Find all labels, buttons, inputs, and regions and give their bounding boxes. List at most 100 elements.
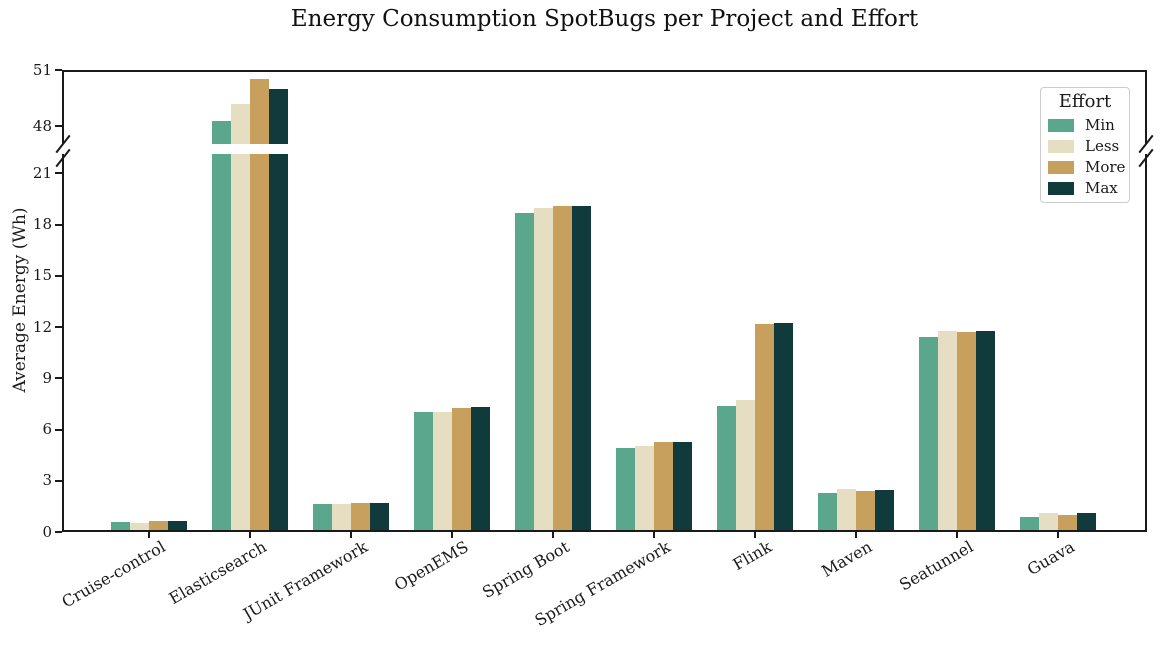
x-tick-mark: [249, 532, 251, 538]
bar: [471, 407, 491, 532]
x-tick-label: Flink: [729, 537, 775, 575]
bar: [937, 331, 957, 532]
y-tick-mark: [55, 531, 62, 533]
bar: [817, 492, 837, 532]
bar: [312, 503, 332, 532]
x-tick-label: Guava: [1023, 537, 1078, 580]
legend-entry: More: [1041, 160, 1129, 175]
right-spine-lower: [1145, 154, 1147, 532]
x-tick-mark: [956, 532, 958, 538]
bar: [168, 521, 188, 532]
left-spine-lower: [62, 154, 64, 532]
legend: Effort Min Less More Max: [1040, 87, 1130, 203]
bar: [250, 154, 270, 532]
left-spine-upper: [62, 70, 64, 144]
bar: [149, 521, 169, 532]
x-tick-mark: [350, 532, 352, 538]
top-spine: [62, 70, 1147, 72]
y-tick-mark: [55, 274, 62, 277]
y-tick-mark: [55, 172, 62, 175]
y-tick-mark: [55, 69, 62, 71]
bar: [875, 490, 895, 532]
bar: [553, 205, 573, 532]
y-tick-label: 21: [32, 163, 52, 182]
legend-label: Max: [1085, 179, 1118, 197]
y-axis-label: Average Energy (Wh): [10, 207, 30, 393]
legend-swatch-icon: [1048, 119, 1074, 132]
y-tick-label: 0: [42, 522, 52, 541]
bar: [129, 523, 149, 532]
bar: [918, 337, 938, 532]
x-tick-label: OpenEMS: [390, 537, 472, 595]
x-tick-label: Cruise-control: [58, 537, 169, 612]
bar: [269, 88, 289, 144]
bar: [1077, 513, 1097, 532]
chart-title: Energy Consumption SpotBugs per Project …: [290, 6, 919, 32]
bar: [673, 442, 693, 532]
bar: [1019, 516, 1039, 532]
y-tick-mark: [55, 377, 62, 380]
y-tick-label: 12: [32, 317, 52, 336]
x-tick-mark: [451, 532, 453, 538]
x-tick-mark: [653, 532, 655, 538]
y-tick-label: 18: [32, 215, 52, 234]
y-tick-label: 48: [32, 116, 52, 135]
right-spine-upper: [1145, 70, 1147, 144]
x-tick-label: Spring Boot: [478, 537, 573, 602]
legend-swatch-icon: [1048, 140, 1074, 153]
bar: [413, 412, 433, 532]
bar: [735, 399, 755, 532]
bar: [533, 208, 553, 532]
legend-label: More: [1085, 158, 1126, 176]
x-tick-label: Seatunnel: [896, 537, 977, 595]
bar: [716, 406, 736, 532]
bar: [432, 411, 452, 532]
plot-area-upper: [62, 70, 1147, 144]
bar: [110, 521, 130, 532]
x-tick-mark: [148, 532, 150, 538]
y-tick-mark: [55, 223, 62, 226]
x-tick-mark: [855, 532, 857, 538]
y-tick-label: 15: [32, 266, 52, 285]
legend-swatch-icon: [1048, 161, 1074, 174]
x-tick-mark: [1057, 532, 1059, 538]
bar: [856, 491, 876, 532]
bar: [634, 445, 654, 532]
y-tick-mark: [55, 326, 62, 329]
x-tick-label: Elasticsearch: [165, 537, 270, 609]
bar: [1058, 514, 1078, 532]
bar: [370, 503, 390, 532]
bar: [230, 154, 250, 532]
legend-swatch-icon: [1048, 182, 1074, 195]
bar: [654, 442, 674, 532]
y-tick-mark: [55, 428, 62, 431]
bar: [211, 120, 231, 144]
legend-title: Effort: [1058, 91, 1112, 112]
bar: [836, 489, 856, 532]
bar: [250, 79, 270, 144]
y-tick-mark: [55, 125, 62, 128]
legend-entry: Less: [1041, 139, 1129, 154]
bar: [615, 448, 635, 532]
y-tick-label: 9: [42, 368, 52, 387]
y-tick-label: 51: [32, 60, 52, 79]
legend-label: Min: [1085, 116, 1115, 134]
plot-area-lower: [62, 154, 1147, 532]
x-tick-label: Maven: [818, 537, 876, 581]
bar: [452, 408, 472, 532]
bar: [331, 503, 351, 532]
x-tick-mark: [754, 532, 756, 538]
bar: [976, 331, 996, 532]
y-tick-mark: [55, 479, 62, 482]
bar: [572, 205, 592, 532]
x-tick-mark: [552, 532, 554, 538]
bar: [351, 503, 371, 532]
bottom-spine: [62, 530, 1147, 532]
y-tick-label: 3: [42, 471, 52, 490]
bar: [269, 154, 289, 532]
bar: [755, 324, 775, 532]
bar: [957, 332, 977, 532]
bar: [1038, 513, 1058, 532]
bar: [211, 154, 231, 532]
